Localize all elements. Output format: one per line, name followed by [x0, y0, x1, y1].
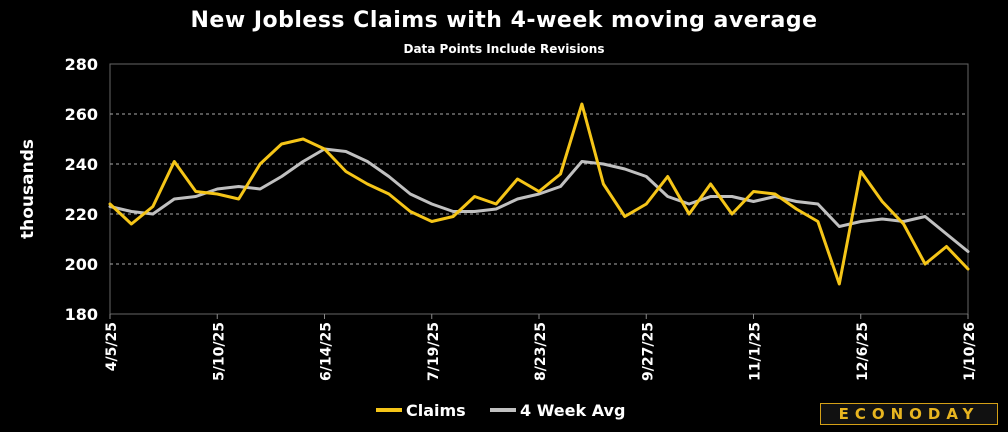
y-tick-label: 180	[65, 305, 98, 324]
y-tick-label: 200	[65, 255, 98, 274]
x-axis-ticks: 4/5/25 5/10/25 6/14/25 7/19/25 8/23/25 9/27/2…	[104, 314, 978, 381]
gridlines	[110, 113, 968, 265]
y-tick-label: 240	[65, 155, 98, 174]
y-tick-label: 280	[65, 55, 98, 74]
x-tick-label: 8/23/25	[533, 322, 549, 381]
y-axis-label: thousands	[18, 139, 38, 239]
chart-title: New Jobless Claims with 4-week moving av…	[190, 8, 818, 33]
y-tick-label: 220	[65, 205, 98, 224]
series-line-4-week-avg	[108, 147, 970, 253]
x-tick-label: 4/5/25	[104, 322, 120, 371]
x-tick-label: 6/14/25	[319, 322, 335, 381]
brand-text: ECONODAY	[838, 405, 980, 423]
x-tick-label: 9/27/25	[640, 322, 656, 381]
x-tick-label: 1/10/26	[962, 322, 978, 381]
x-tick-label: 12/6/25	[855, 322, 871, 381]
series-line-claims	[108, 102, 970, 286]
legend: Claims 4 Week Avg	[376, 401, 625, 420]
x-tick-label: 11/1/25	[748, 322, 764, 381]
legend-label: Claims	[406, 401, 466, 420]
econoday-logo: ECONODAY	[820, 403, 998, 425]
x-tick-label: 5/10/25	[211, 322, 227, 381]
y-axis-ticks: 180 200 220 240 260 280	[65, 55, 98, 324]
y-tick-label: 260	[65, 105, 98, 124]
x-tick-label: 7/19/25	[426, 322, 442, 381]
chart-subtitle: Data Points Include Revisions	[403, 42, 605, 56]
legend-label: 4 Week Avg	[520, 401, 625, 420]
series-lines	[108, 102, 970, 286]
